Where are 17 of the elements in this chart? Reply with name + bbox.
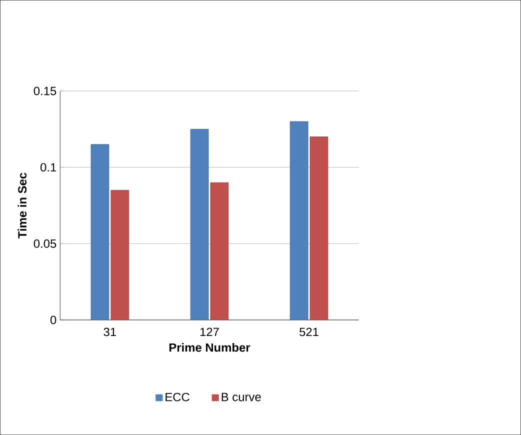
x-axis-title: Prime Number xyxy=(169,342,250,352)
legend-label: ECC xyxy=(166,392,190,402)
bar xyxy=(310,136,328,320)
y-tick-label: 0.1 xyxy=(40,163,56,172)
y-axis-title: Time in Sec xyxy=(18,172,27,238)
y-tick-label: 0 xyxy=(50,316,56,324)
y-tick-label: 0.15 xyxy=(34,86,56,96)
legend-label: B curve xyxy=(222,392,261,402)
x-tick-label: 31 xyxy=(104,328,116,336)
bar xyxy=(210,182,229,320)
x-tick-label: 127 xyxy=(200,328,219,336)
x-tick-label: 521 xyxy=(300,328,318,336)
bar xyxy=(290,121,308,320)
bar xyxy=(90,144,110,320)
y-tick-label: 0.05 xyxy=(34,239,56,248)
bar xyxy=(110,190,130,320)
bar xyxy=(190,128,209,320)
